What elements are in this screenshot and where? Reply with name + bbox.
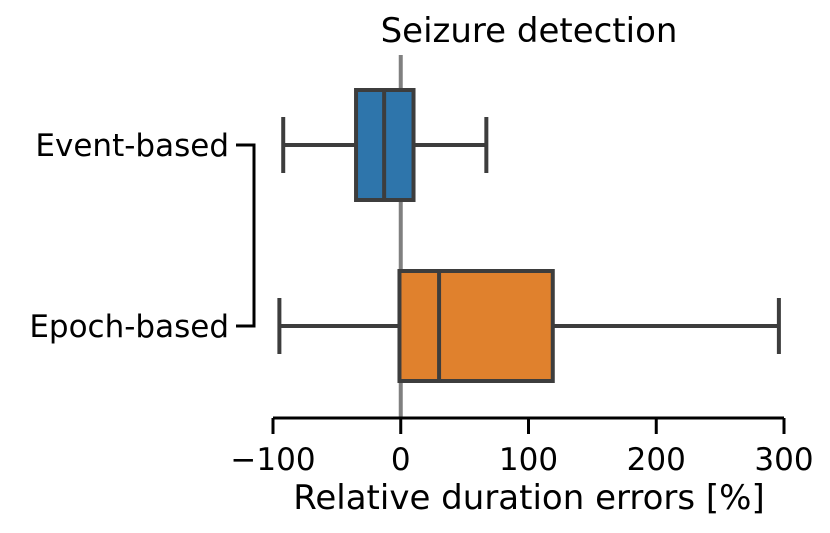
- box-epoch-based: [277, 269, 781, 383]
- chart-title: Seizure detection: [381, 11, 678, 51]
- significance-bracket: [236, 143, 256, 328]
- category-labels: Event-based Epoch-based: [29, 128, 229, 345]
- x-tick-label: 200: [627, 442, 686, 478]
- x-tick-label: 100: [499, 442, 558, 478]
- x-axis-label: Relative duration errors [%]: [293, 478, 764, 518]
- category-label: Event-based: [35, 128, 229, 164]
- box-event-based: [281, 88, 489, 202]
- iqr-box: [397, 269, 555, 383]
- category-label: Epoch-based: [29, 309, 229, 345]
- x-tick-label: 0: [391, 442, 411, 478]
- x-ticks: −100 0 100 200 300: [230, 418, 814, 478]
- x-tick-label: 300: [754, 442, 813, 478]
- plot-marks: [277, 55, 781, 418]
- x-tick-label: −100: [230, 442, 315, 478]
